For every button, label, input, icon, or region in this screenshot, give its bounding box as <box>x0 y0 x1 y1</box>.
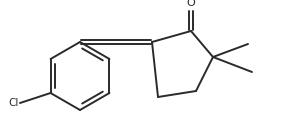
Text: O: O <box>187 0 195 8</box>
Text: Cl: Cl <box>8 98 18 108</box>
